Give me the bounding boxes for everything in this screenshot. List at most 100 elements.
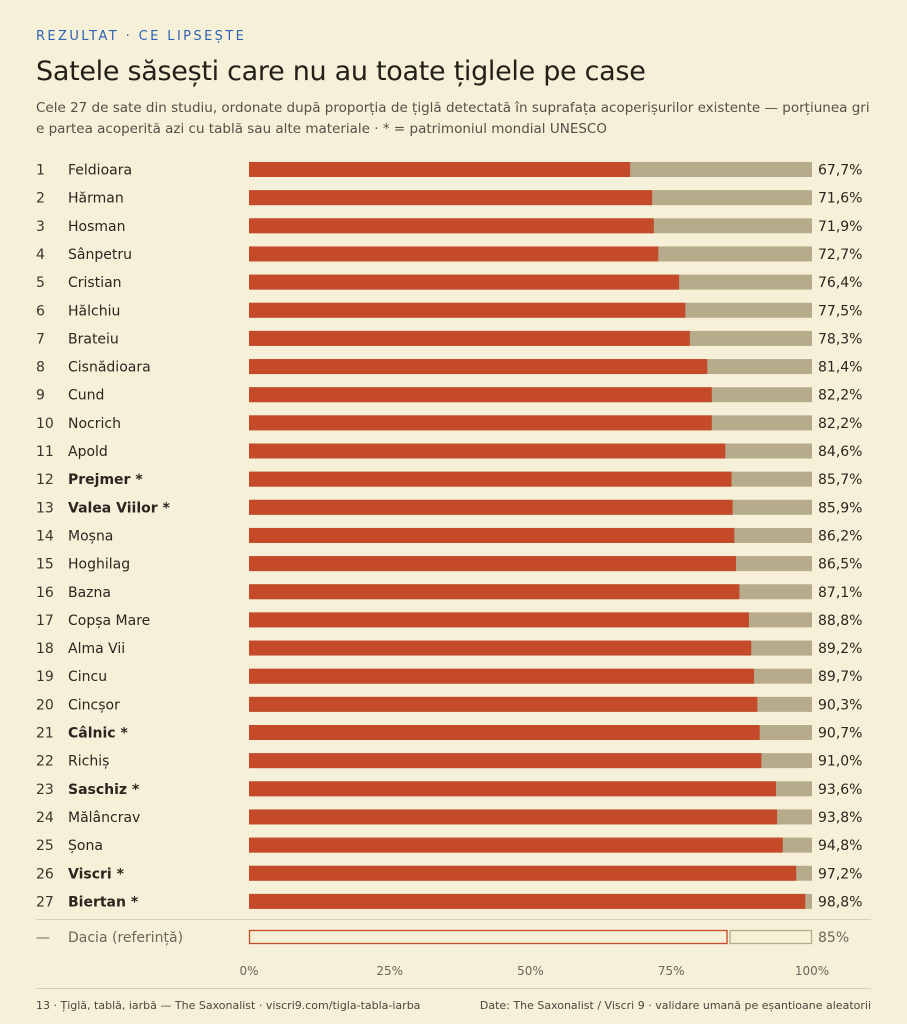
row-value-label: 76,4% <box>818 275 862 291</box>
bar-tile <box>249 274 680 290</box>
bar-tile <box>249 415 712 431</box>
row-rank: 24 <box>36 810 54 826</box>
row-rank: 20 <box>36 697 54 713</box>
bar-tile <box>249 781 776 797</box>
row-value-label: 82,2% <box>818 416 862 432</box>
row-rank: 12 <box>36 472 54 488</box>
row-rank: 27 <box>36 894 54 910</box>
row-value-label: 77,5% <box>818 303 862 319</box>
row-value-label: 72,7% <box>818 247 862 263</box>
row-rank: 1 <box>36 163 45 179</box>
row-rank: 3 <box>36 219 45 235</box>
row-village-name: Valea Viilor * <box>68 500 171 516</box>
bar-tile <box>249 218 654 234</box>
row-value-label: 90,3% <box>818 697 862 713</box>
bar-tile <box>249 837 783 853</box>
bar-tile <box>249 640 752 656</box>
row-village-name: Apold <box>68 444 108 460</box>
row-village-name: Saschiz * <box>68 782 140 798</box>
bar-tile <box>249 162 631 177</box>
bar-tile <box>249 584 740 600</box>
row-village-name: Câlnic * <box>68 726 128 742</box>
row-village-name: Hosman <box>68 219 125 235</box>
footer-source: 13 · Țiglă, tablă, iarbă — The Saxonalis… <box>36 999 421 1012</box>
bar-tile <box>249 302 686 318</box>
row-value-label: 85,9% <box>818 500 862 516</box>
bar-tile <box>249 527 735 543</box>
bar-tile <box>249 809 778 825</box>
row-rank: 7 <box>36 331 45 347</box>
row-village-name: Brateiu <box>68 331 119 347</box>
kicker: REZULTAT · CE LIPSEȘTE <box>36 29 247 44</box>
footer-credit: Date: The Saxonalist / Viscri 9 · valida… <box>479 999 871 1012</box>
reference-value-label: 85% <box>818 930 849 946</box>
row-rank: 22 <box>36 754 54 770</box>
row-rank: 23 <box>36 782 54 798</box>
row-value-label: 93,8% <box>818 810 862 826</box>
bar-tile <box>249 696 758 712</box>
row-value-label: 85,7% <box>818 472 862 488</box>
row-rank: 21 <box>36 726 54 742</box>
row-village-name: Alma Vii <box>68 641 125 657</box>
reference-bar-other <box>729 929 813 945</box>
bar-tile <box>249 246 659 262</box>
bar-tile <box>249 330 690 346</box>
row-rank: 17 <box>36 613 54 629</box>
row-rank: 11 <box>36 444 54 460</box>
row-village-name: Cincu <box>68 669 107 685</box>
row-village-name: Hălchiu <box>68 303 120 319</box>
row-village-name: Cund <box>68 388 104 404</box>
row-rank: 4 <box>36 247 45 263</box>
row-village-name: Moșna <box>68 528 113 544</box>
row-value-label: 86,2% <box>818 528 862 544</box>
row-village-name: Prejmer * <box>68 472 143 488</box>
row-value-label: 78,3% <box>818 331 862 347</box>
row-village-name: Feldioara <box>68 163 132 179</box>
x-tick-label: 50% <box>517 964 544 978</box>
row-rank: 14 <box>36 528 54 544</box>
chart-title: Satele săsești care nu au toate țiglele … <box>36 56 646 87</box>
row-village-name: Cincșor <box>68 697 120 713</box>
bar-tile <box>249 499 733 515</box>
row-value-label: 87,1% <box>818 585 862 601</box>
row-rank: 19 <box>36 669 54 685</box>
row-rank: 15 <box>36 557 54 573</box>
row-value-label: 93,6% <box>818 782 862 798</box>
row-rank: 2 <box>36 191 45 207</box>
bar-tile <box>249 893 806 909</box>
row-value-label: 89,2% <box>818 641 862 657</box>
bar-tile <box>249 359 708 375</box>
row-rank: 6 <box>36 303 45 319</box>
row-rank: 13 <box>36 500 54 516</box>
row-rank: 16 <box>36 585 54 601</box>
reference-bar-tile <box>248 929 728 945</box>
row-value-label: 88,8% <box>818 613 862 629</box>
reference-name: Dacia (referință) <box>68 930 183 946</box>
row-rank: 5 <box>36 275 45 291</box>
row-value-label: 98,8% <box>818 894 862 910</box>
row-value-label: 97,2% <box>818 866 862 882</box>
row-value-label: 90,7% <box>818 726 862 742</box>
row-rank: 18 <box>36 641 54 657</box>
footer-divider <box>36 988 871 989</box>
bar-tile <box>249 725 760 740</box>
row-village-name: Nocrich <box>68 416 121 432</box>
bar-tile <box>249 190 653 206</box>
row-village-name: Hoghilag <box>68 557 130 573</box>
row-village-name: Cisnădioara <box>68 360 151 376</box>
bar-tile <box>249 556 736 572</box>
row-value-label: 67,7% <box>818 163 862 179</box>
x-tick-label: 75% <box>658 964 685 978</box>
row-rank: 26 <box>36 866 54 882</box>
row-village-name: Cristian <box>68 275 122 291</box>
x-tick-label: 0% <box>239 964 258 978</box>
bar-tile <box>249 471 732 487</box>
bar-tile <box>249 612 749 628</box>
row-value-label: 91,0% <box>818 754 862 770</box>
row-village-name: Copșa Mare <box>68 613 150 629</box>
bar-tile <box>249 668 755 684</box>
row-value-label: 86,5% <box>818 557 862 573</box>
x-tick-label: 25% <box>376 964 403 978</box>
row-value-label: 81,4% <box>818 360 862 376</box>
